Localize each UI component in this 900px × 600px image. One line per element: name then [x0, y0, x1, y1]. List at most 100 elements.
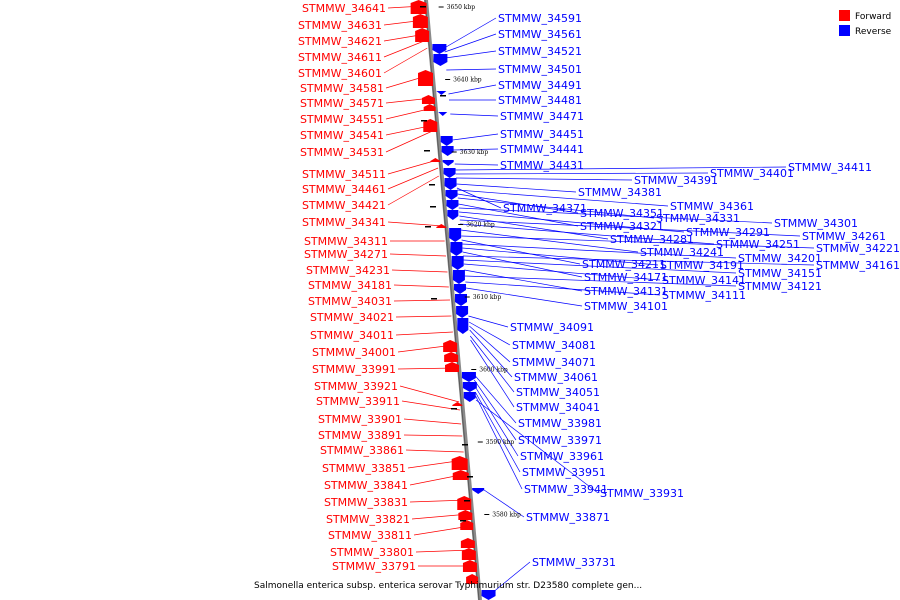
- gene-label[interactable]: STMMW_34451: [500, 128, 584, 141]
- gene-label[interactable]: STMMW_34501: [498, 63, 582, 76]
- gene-label[interactable]: STMMW_34081: [512, 339, 596, 352]
- gene-label[interactable]: STMMW_34211: [582, 258, 666, 271]
- gene-label[interactable]: STMMW_34261: [802, 230, 886, 243]
- gene-label[interactable]: STMMW_34011: [310, 329, 394, 342]
- gene-label[interactable]: STMMW_34541: [300, 129, 384, 142]
- gene-label[interactable]: STMMW_34061: [514, 371, 598, 384]
- gene-label[interactable]: STMMW_34361: [670, 200, 754, 213]
- leader-line: [474, 385, 519, 457]
- gene-label[interactable]: STMMW_34281: [610, 233, 694, 246]
- leader-line: [457, 193, 579, 214]
- gene-label[interactable]: STMMW_34291: [686, 226, 770, 239]
- leader-line: [463, 259, 737, 274]
- gene-label[interactable]: STMMW_34151: [738, 267, 822, 280]
- gene-label[interactable]: STMMW_34191: [660, 259, 744, 272]
- gene-label[interactable]: STMMW_33791: [332, 560, 416, 573]
- gene-label[interactable]: STMMW_33841: [324, 479, 408, 492]
- gene-label[interactable]: STMMW_34441: [500, 143, 584, 156]
- gene-label[interactable]: STMMW_33831: [324, 496, 408, 509]
- scale-tick-label: 3600 kbp: [479, 367, 508, 374]
- gene-label[interactable]: STMMW_34271: [304, 248, 388, 261]
- forward-gene: [445, 362, 460, 372]
- gene-label[interactable]: STMMW_34251: [716, 238, 800, 251]
- gene-label[interactable]: STMMW_34171: [584, 271, 668, 284]
- gene-label[interactable]: STMMW_34221: [816, 242, 900, 255]
- gene-label[interactable]: STMMW_33801: [330, 546, 414, 559]
- gene-label[interactable]: STMMW_34031: [308, 295, 392, 308]
- gene-label[interactable]: STMMW_34461: [302, 183, 386, 196]
- forward-gene: [462, 560, 477, 572]
- feature-mark: [424, 150, 430, 152]
- gene-label[interactable]: STMMW_33951: [522, 466, 606, 479]
- gene-label[interactable]: STMMW_34311: [304, 235, 388, 248]
- gene-label[interactable]: STMMW_34571: [300, 97, 384, 110]
- gene-label[interactable]: STMMW_34601: [298, 67, 382, 80]
- gene-label[interactable]: STMMW_34041: [516, 401, 600, 414]
- gene-label[interactable]: STMMW_34331: [656, 212, 740, 225]
- gene-label[interactable]: STMMW_34531: [300, 146, 384, 159]
- gene-label[interactable]: STMMW_34481: [498, 94, 582, 107]
- leader-line: [461, 239, 581, 265]
- leader-line: [444, 17, 497, 49]
- gene-label[interactable]: STMMW_34621: [298, 35, 382, 48]
- gene-label[interactable]: STMMW_34371: [503, 202, 587, 215]
- gene-label[interactable]: STMMW_33871: [526, 511, 610, 524]
- gene-label[interactable]: STMMW_33931: [600, 487, 684, 500]
- gene-label[interactable]: STMMW_34591: [498, 12, 582, 25]
- gene-label[interactable]: STMMW_34411: [788, 161, 872, 174]
- gene-label[interactable]: STMMW_34241: [640, 246, 724, 259]
- gene-label[interactable]: STMMW_33851: [322, 462, 406, 475]
- gene-label[interactable]: STMMW_34321: [580, 220, 664, 233]
- gene-label[interactable]: STMMW_34201: [738, 252, 822, 265]
- gene-label[interactable]: STMMW_34071: [512, 356, 596, 369]
- gene-label[interactable]: STMMW_34381: [578, 186, 662, 199]
- gene-label[interactable]: STMMW_33901: [318, 413, 402, 426]
- gene-label[interactable]: STMMW_34421: [302, 199, 386, 212]
- gene-label[interactable]: STMMW_34231: [306, 264, 390, 277]
- gene-label[interactable]: STMMW_34301: [774, 217, 858, 230]
- gene-label[interactable]: STMMW_34431: [500, 159, 584, 172]
- gene-label[interactable]: STMMW_34161: [816, 259, 900, 272]
- gene-label[interactable]: STMMW_33991: [312, 363, 396, 376]
- gene-label[interactable]: STMMW_34561: [498, 28, 582, 41]
- forward-gene: [423, 119, 438, 132]
- gene-label[interactable]: STMMW_33981: [518, 417, 602, 430]
- gene-label[interactable]: STMMW_33941: [524, 483, 608, 496]
- reverse-gene: [438, 112, 448, 116]
- gene-label[interactable]: STMMW_34391: [634, 174, 718, 187]
- gene-label[interactable]: STMMW_34091: [510, 321, 594, 334]
- gene-label[interactable]: STMMW_33811: [328, 529, 412, 542]
- gene-label[interactable]: STMMW_34021: [310, 311, 394, 324]
- gene-label[interactable]: STMMW_34131: [584, 285, 668, 298]
- gene-label[interactable]: STMMW_34511: [302, 168, 386, 181]
- gene-label[interactable]: STMMW_34351: [580, 207, 664, 220]
- gene-label[interactable]: STMMW_33861: [320, 444, 404, 457]
- gene-label[interactable]: STMMW_34611: [298, 51, 382, 64]
- gene-label[interactable]: STMMW_34101: [584, 300, 668, 313]
- gene-label[interactable]: STMMW_34141: [662, 274, 746, 287]
- gene-label[interactable]: STMMW_34401: [710, 167, 794, 180]
- gene-label[interactable]: STMMW_33971: [518, 434, 602, 447]
- gene-label[interactable]: STMMW_33921: [314, 380, 398, 393]
- gene-label[interactable]: STMMW_33911: [316, 395, 400, 408]
- gene-label[interactable]: STMMW_34521: [498, 45, 582, 58]
- gene-label[interactable]: STMMW_34551: [300, 113, 384, 126]
- gene-label[interactable]: STMMW_34581: [300, 82, 384, 95]
- gene-label[interactable]: STMMW_34121: [738, 280, 822, 293]
- gene-label[interactable]: STMMW_34051: [516, 386, 600, 399]
- gene-label[interactable]: STMMW_34631: [298, 19, 382, 32]
- gene-label[interactable]: STMMW_33821: [326, 513, 410, 526]
- gene-label[interactable]: STMMW_33891: [318, 429, 402, 442]
- gene-label[interactable]: STMMW_34001: [312, 346, 396, 359]
- reverse-gene: [462, 382, 477, 392]
- gene-label[interactable]: STMMW_34641: [302, 2, 386, 15]
- gene-label[interactable]: STMMW_33961: [520, 450, 604, 463]
- gene-label[interactable]: STMMW_34111: [662, 289, 746, 302]
- gene-label[interactable]: STMMW_34341: [302, 216, 386, 229]
- leader-line: [444, 33, 497, 53]
- gene-label[interactable]: STMMW_34471: [500, 110, 584, 123]
- reverse-gene: [472, 488, 485, 494]
- gene-label[interactable]: STMMW_34181: [308, 279, 392, 292]
- gene-label[interactable]: STMMW_33731: [532, 556, 616, 569]
- gene-label[interactable]: STMMW_34491: [498, 79, 582, 92]
